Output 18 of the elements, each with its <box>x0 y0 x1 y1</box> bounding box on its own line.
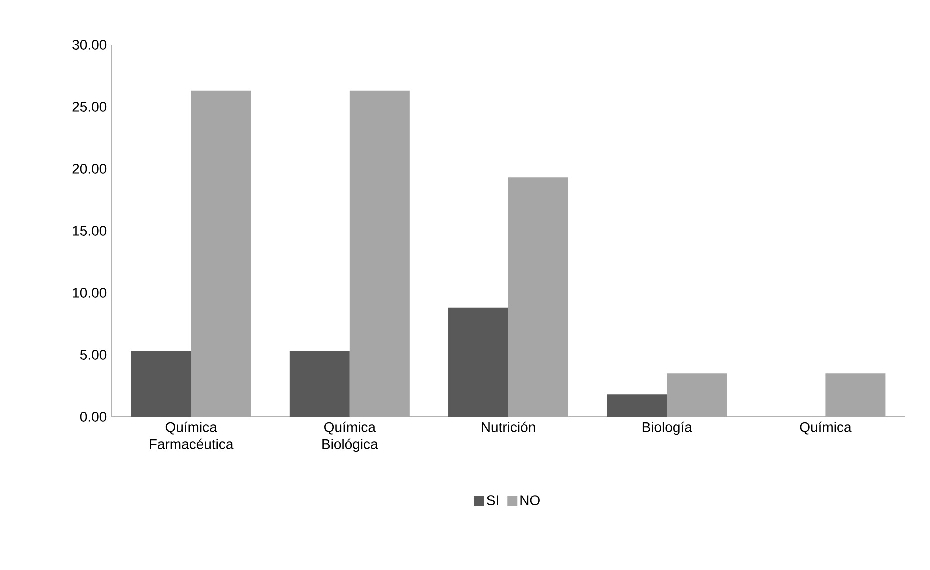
bar <box>131 351 192 417</box>
y-tick-label: 30.00 <box>72 40 107 50</box>
x-tick-label: Química Biológica <box>322 422 378 452</box>
y-tick-label: 25.00 <box>72 102 107 112</box>
y-tick-label: 15.00 <box>73 226 107 236</box>
x-tick-label: Biología <box>642 422 692 436</box>
legend-label: SI <box>487 496 498 506</box>
y-tick-label: 0.00 <box>80 412 107 422</box>
legend-label: NO <box>520 496 540 506</box>
x-tick-label: Química <box>800 422 852 435</box>
y-tick-label: 10.00 <box>73 288 107 298</box>
y-tick-label: 5.00 <box>80 350 107 360</box>
x-tick-label: Nutrición <box>482 422 536 432</box>
x-tick-label: Química Farmacéutica <box>150 422 234 450</box>
bar <box>607 394 668 417</box>
y-tick-label: 20.00 <box>72 164 107 174</box>
bar <box>448 308 509 417</box>
bar <box>290 351 350 417</box>
